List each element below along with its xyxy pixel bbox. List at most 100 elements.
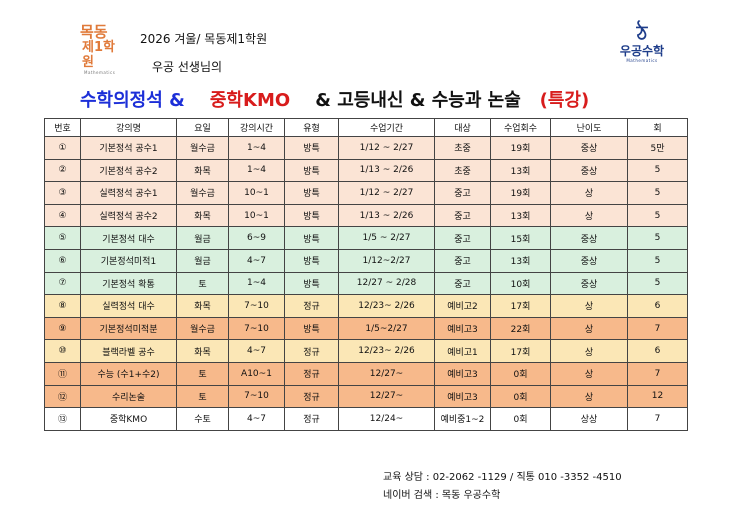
table-row: ⑦ 기본정석 확통 토 1~4 방특 12/27 ~ 2/28 중고 10회 중상 5 — [44, 271, 688, 296]
cell-time: 1~4 — [228, 136, 285, 160]
cell-sessions: 13회 — [490, 203, 551, 228]
cell-target: 예비고3 — [434, 384, 491, 409]
cell-fee: 12 — [627, 384, 688, 409]
cell-time: 4~7 — [228, 248, 285, 273]
cell-days: 월수금 — [176, 316, 229, 341]
cell-level: 상 — [550, 339, 628, 363]
header-period: 수업기간 — [338, 118, 435, 137]
cell-sessions: 19회 — [490, 136, 551, 160]
woogong-logo-icon: ঠ — [636, 21, 648, 45]
cell-target: 예비고3 — [434, 361, 491, 386]
cell-level: 중상 — [550, 158, 628, 183]
cell-no: ⑬ — [44, 407, 81, 431]
cell-level: 상 — [550, 316, 628, 341]
header-course: 강의명 — [80, 118, 177, 137]
cell-days: 월수금 — [176, 181, 229, 205]
cell-fee: 5 — [627, 158, 688, 183]
cell-level: 중상 — [550, 271, 628, 296]
cell-level: 상 — [550, 384, 628, 409]
cell-time: 10~1 — [228, 181, 285, 205]
table-row: ⑨ 기본정석미적분 월수금 7~10 방특 1/5~2/27 예비고3 22회 상 7 — [44, 316, 688, 341]
table-row: ⑫ 수리논술 토 7~10 정규 12/27~ 예비고3 0회 상 12 — [44, 384, 688, 409]
cell-fee: 5 — [627, 203, 688, 228]
cell-level: 상상 — [550, 407, 628, 431]
cell-time: 7~10 — [228, 316, 285, 341]
cell-target: 예비고3 — [434, 316, 491, 341]
woogong-logo: ঠ 우공수학 Mathematics — [612, 22, 672, 72]
cell-target: 중고 — [434, 248, 491, 273]
header-level: 난이도 — [550, 118, 628, 137]
header-season: 2026 겨울/ 목동제1학원 — [140, 32, 268, 46]
cell-type: 정규 — [284, 294, 339, 318]
table-body: ① 기본정석 공수1 월수금 1~4 방특 1/12 ~ 2/27 초중 19회 중상 5만 ② 기본… — [44, 136, 688, 431]
title-part1: 수학의정석 & — [80, 90, 185, 111]
table-row: ⑤ 기본정석 대수 월금 6~9 방특 1/5 ~ 2/27 중고 15회 중상 5 — [44, 226, 688, 250]
cell-days: 화목 — [176, 203, 229, 228]
table-row: ③ 실력정석 공수1 월수금 10~1 방특 1/12 ~ 2/27 중고 19회 상 5 — [44, 181, 688, 205]
cell-course: 블랙라벨 공수 — [80, 339, 177, 363]
cell-level: 상 — [550, 294, 628, 318]
cell-time: 1~4 — [228, 271, 285, 296]
table-row: ⑬ 중학KMO 수토 4~7 정규 12/24~ 예비중1~2 0회 상상 7 — [44, 407, 688, 431]
logo-line1: 목동 — [80, 23, 108, 41]
cell-time: 4~7 — [228, 339, 285, 363]
table-row: ④ 실력정석 공수2 화목 10~1 방특 1/13 ~ 2/26 중고 13회 상 5 — [44, 203, 688, 228]
cell-target: 초중 — [434, 136, 491, 160]
cell-fee: 7 — [627, 407, 688, 431]
cell-period: 1/12~2/27 — [338, 248, 435, 273]
cell-days: 토 — [176, 271, 229, 296]
cell-time: 6~9 — [228, 226, 285, 250]
cell-fee: 5만 — [627, 136, 688, 160]
cell-time: A10~1 — [228, 361, 285, 386]
title-part3: & 고등내신 & 수능과 논술 — [315, 90, 521, 111]
cell-no: ⑤ — [44, 226, 81, 250]
cell-type: 정규 — [284, 407, 339, 431]
cell-time: 7~10 — [228, 384, 285, 409]
search-info: 네이버 검색 : 목동 우공수학 — [383, 490, 501, 501]
table-row: ① 기본정석 공수1 월수금 1~4 방특 1/12 ~ 2/27 초중 19회 중상 5만 — [44, 136, 688, 160]
cell-type: 정규 — [284, 361, 339, 386]
cell-period: 1/13 ~ 2/26 — [338, 158, 435, 183]
cell-period: 1/5~2/27 — [338, 316, 435, 341]
cell-course: 실력정석 공수2 — [80, 203, 177, 228]
cell-days: 화목 — [176, 339, 229, 363]
cell-course: 기본정석미적분 — [80, 316, 177, 341]
cell-period: 12/23~ 2/26 — [338, 339, 435, 363]
cell-period: 1/13 ~ 2/26 — [338, 203, 435, 228]
schedule-table: 번호 강의명 요일 강의시간 유형 수업기간 대상 수업회수 난이도 회 ① 기본정석 공수1 월수금… — [44, 118, 688, 431]
cell-course: 수리논술 — [80, 384, 177, 409]
logo-line2: 제1학원 — [82, 40, 115, 70]
cell-type: 정규 — [284, 339, 339, 363]
table-row: ⑩ 블랙라벨 공수 화목 4~7 정규 12/23~ 2/26 예비고1 17회 상 6 — [44, 339, 688, 363]
cell-days: 토 — [176, 361, 229, 386]
cell-type: 방특 — [284, 158, 339, 183]
cell-no: ② — [44, 158, 81, 183]
cell-type: 방특 — [284, 181, 339, 205]
cell-days: 월금 — [176, 248, 229, 273]
cell-course: 기본정석 공수1 — [80, 136, 177, 160]
cell-days: 월금 — [176, 226, 229, 250]
cell-target: 중고 — [434, 271, 491, 296]
cell-type: 정규 — [284, 384, 339, 409]
cell-days: 화목 — [176, 294, 229, 318]
cell-fee: 5 — [627, 271, 688, 296]
contact-info: 교육 상담 : 02-2062 -1129 / 직통 010 -3352 -45… — [383, 472, 622, 483]
cell-course: 중학KMO — [80, 407, 177, 431]
cell-course: 기본정석 확통 — [80, 271, 177, 296]
cell-target: 중고 — [434, 203, 491, 228]
cell-period: 12/27~ — [338, 384, 435, 409]
cell-period: 12/27~ — [338, 361, 435, 386]
academy-logo: 목동 제1학원 Mathematics — [80, 23, 126, 75]
cell-type: 방특 — [284, 271, 339, 296]
cell-fee: 5 — [627, 181, 688, 205]
cell-course: 수능 (수1+수2) — [80, 361, 177, 386]
cell-days: 화목 — [176, 158, 229, 183]
header-days: 요일 — [176, 118, 229, 137]
cell-fee: 5 — [627, 248, 688, 273]
cell-period: 1/12 ~ 2/27 — [338, 136, 435, 160]
cell-time: 4~7 — [228, 407, 285, 431]
cell-time: 10~1 — [228, 203, 285, 228]
table-row: ⑪ 수능 (수1+수2) 토 A10~1 정규 12/27~ 예비고3 0회 상 7 — [44, 361, 688, 386]
woogong-logo-sub: Mathematics — [626, 58, 658, 63]
cell-no: ⑪ — [44, 361, 81, 386]
